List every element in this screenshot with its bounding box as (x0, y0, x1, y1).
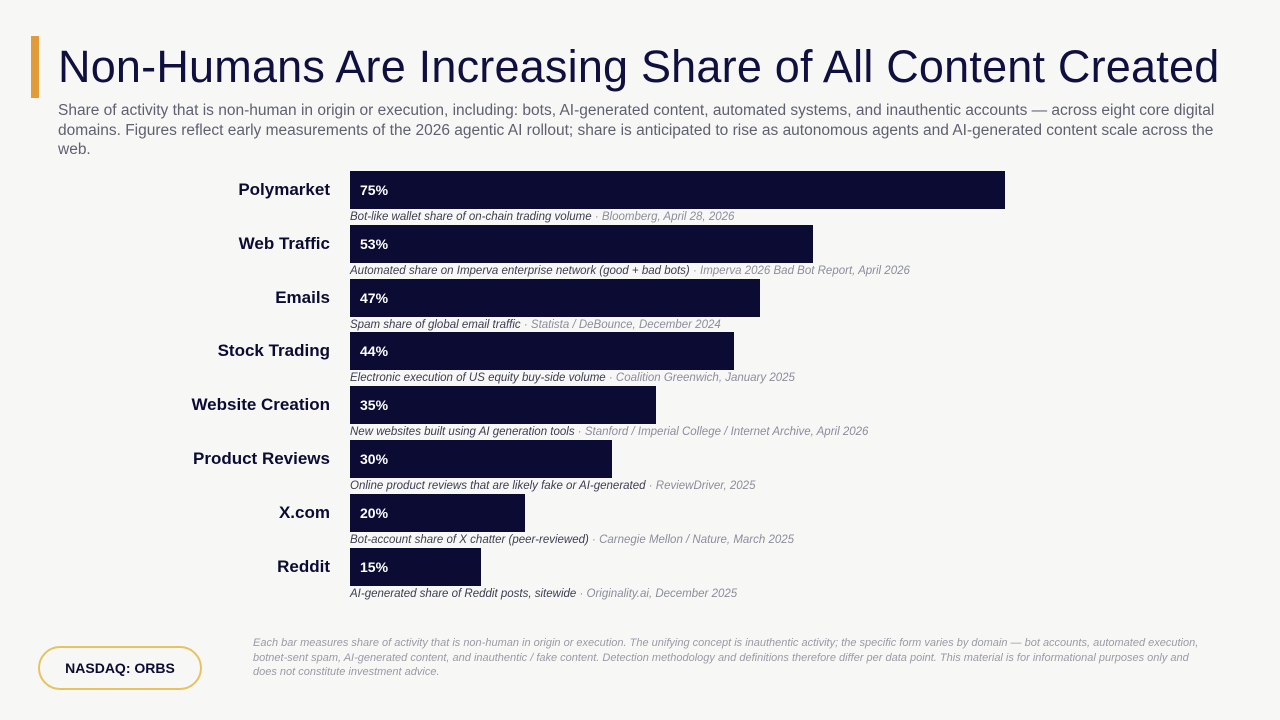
bar: 35% (350, 386, 656, 425)
category-label: Stock Trading (217, 341, 330, 361)
bar-value-label: 75% (360, 182, 389, 198)
bar-description: Spam share of global email traffic (350, 318, 521, 331)
category-label: X.com (278, 502, 330, 522)
note-separator: · (605, 372, 616, 385)
bar-source: ReviewDriver, 2025 (655, 480, 756, 492)
note-separator: · (574, 426, 585, 439)
bar-note: AI-generated share of Reddit posts, site… (350, 587, 737, 601)
category-label: Reddit (277, 556, 330, 576)
bar-value-label: 53% (360, 235, 389, 252)
bar-note: Online product reviews that are likely f… (350, 479, 755, 493)
bar-value-label: 47% (360, 289, 389, 306)
bar-note: Bot-like wallet share of on-chain tradin… (350, 210, 734, 224)
bar-source: Carnegie Mellon / Nature, March 2025 (599, 533, 795, 546)
bar-description: New websites built using AI generation t… (350, 426, 575, 439)
note-separator: · (520, 318, 531, 331)
bar-note: Spam share of global email traffic · Sta… (350, 318, 721, 332)
note-separator: · (576, 587, 587, 600)
bar-value-label: 44% (360, 343, 389, 360)
bar-value-label: 35% (360, 397, 389, 414)
bar-description: Bot-like wallet share of on-chain tradin… (350, 211, 592, 223)
bar: 47% (350, 278, 761, 317)
category-label: Emails (275, 287, 330, 307)
bar-source: Stanford / Imperial College / Internet A… (584, 426, 869, 439)
bar-note: Electronic execution of US equity buy-si… (350, 371, 795, 385)
category-label: Product Reviews (193, 449, 330, 468)
page-title: Non-Humans Are Increasing Share of All C… (58, 41, 1220, 92)
bar-source: Coalition Greenwich, January 2025 (615, 372, 795, 385)
bar-description: AI-generated share of Reddit posts, site… (350, 587, 577, 600)
bar-note: Bot-account share of X chatter (peer-rev… (350, 533, 794, 547)
note-separator: · (645, 480, 656, 492)
bar: 20% (350, 493, 525, 532)
bar-source: Imperva 2026 Bad Bot Report, April 2026 (700, 264, 910, 277)
category-label: Polymarket (238, 180, 330, 199)
note-separator: · (588, 533, 600, 546)
bar-note: Automated share on Imperva enterprise ne… (350, 264, 910, 278)
footnote: Each bar measures share of activity that… (253, 637, 1199, 678)
ticker-badge: NASDAQ: ORBS (38, 646, 202, 690)
note-separator: · (689, 264, 700, 277)
bar-source: Statista / DeBounce, December 2024 (530, 318, 721, 331)
bar: 75% (350, 171, 1005, 209)
page-subtitle: Share of activity that is non-human in o… (58, 102, 1215, 158)
bar: 44% (350, 332, 735, 371)
bar-note: New websites built using AI generation t… (350, 425, 868, 439)
bar-description: Automated share on Imperva enterprise ne… (350, 264, 690, 277)
bar-description: Online product reviews that are likely f… (350, 480, 646, 492)
bar: 53% (350, 224, 813, 263)
category-label: Website Creation (191, 395, 330, 415)
bar: 15% (350, 547, 481, 586)
bar: 30% (350, 440, 612, 478)
title-accent-bar (31, 36, 39, 98)
bar-source: Originality.ai, December 2025 (586, 587, 738, 600)
bar-description: Electronic execution of US equity buy-si… (350, 372, 606, 385)
bar-source: Bloomberg, April 28, 2026 (601, 211, 735, 223)
bar-description: Bot-account share of X chatter (peer-rev… (350, 533, 589, 546)
note-separator: · (591, 211, 602, 223)
category-label: Web Traffic (238, 233, 330, 253)
bar-value-label: 15% (360, 558, 389, 575)
bar-value-label: 30% (360, 451, 389, 467)
bar-value-label: 20% (360, 504, 389, 521)
